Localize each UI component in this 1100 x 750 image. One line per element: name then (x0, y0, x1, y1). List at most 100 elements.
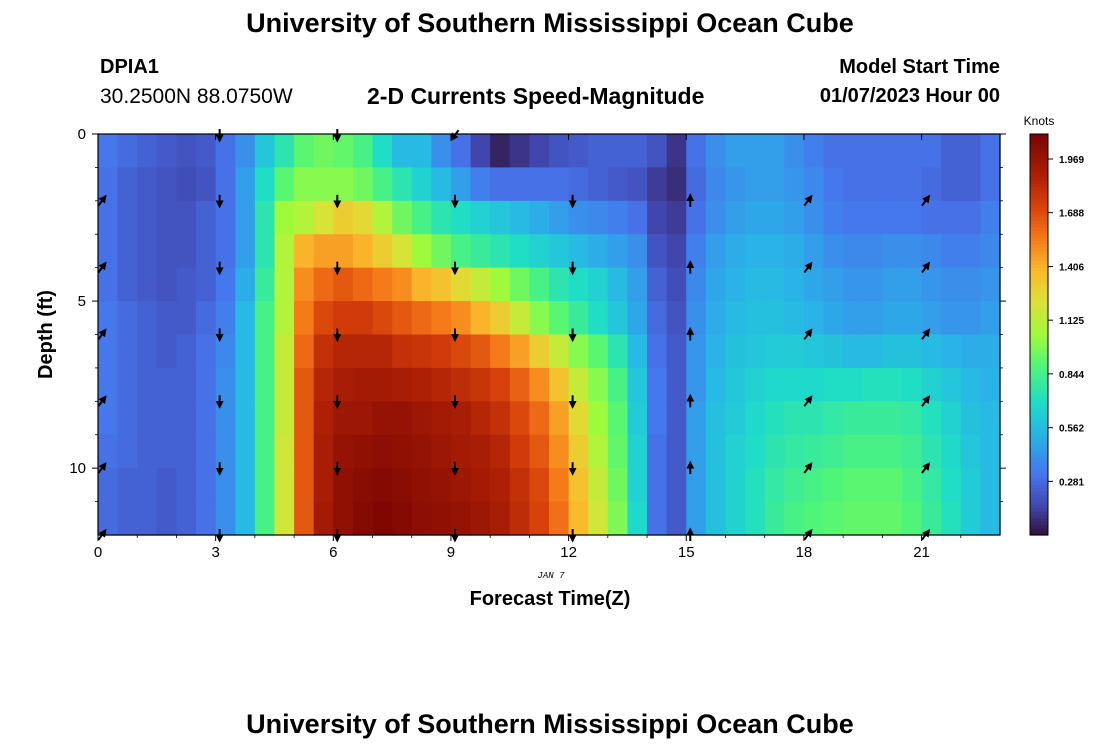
heatmap-cell (156, 434, 178, 469)
colorbar-segment (1030, 137, 1048, 142)
heatmap-cell (843, 468, 864, 503)
colorbar-segment (1030, 418, 1048, 422)
heatmap-cell (490, 301, 511, 336)
colorbar-segment (1030, 187, 1048, 192)
heatmap-cell (980, 200, 1001, 235)
heatmap-cell (98, 200, 119, 235)
heatmap-cell (803, 200, 825, 235)
heatmap-cell (921, 334, 942, 369)
heatmap-cell (529, 401, 550, 436)
heatmap-cell (568, 367, 589, 402)
colorbar-segment (1030, 521, 1048, 526)
heatmap-cell (196, 434, 217, 469)
heatmap-cell (98, 167, 119, 202)
heatmap-cell (117, 134, 138, 169)
colorbar-frame (1029, 133, 1049, 536)
heatmap-cell (509, 434, 530, 469)
heatmap-cell (490, 267, 511, 302)
colorbar-segment (1030, 217, 1048, 222)
heatmap-cell (627, 367, 648, 402)
heatmap-cell (450, 301, 472, 336)
heatmap-cell (823, 401, 844, 436)
heatmap-cell (882, 367, 903, 402)
heatmap-cell (960, 401, 981, 436)
heatmap-cell (431, 501, 452, 536)
x-tick-label: 21 (913, 544, 930, 561)
heatmap-cell (745, 234, 766, 269)
heatmap-cell (215, 267, 236, 302)
heatmap-cell (705, 301, 727, 336)
heatmap-cell (901, 334, 923, 369)
heatmap-cell (450, 134, 472, 169)
heatmap-cell (196, 200, 217, 235)
heatmap-cell (294, 501, 315, 536)
colorbar-segment (1030, 404, 1048, 409)
heatmap-cell (254, 301, 276, 336)
heatmap-cell (843, 367, 864, 402)
heatmap-cell (274, 468, 295, 503)
colorbar-tick-label: 1.688 (1059, 209, 1084, 220)
heatmap-cell (235, 434, 256, 469)
heatmap-cell (764, 334, 785, 369)
heatmap-cell (607, 167, 629, 202)
heatmap-cell (666, 334, 687, 369)
heatmap-cell (529, 501, 550, 536)
heatmap-cell (431, 200, 452, 235)
heatmap-cell (176, 234, 197, 269)
heatmap-cell (392, 134, 413, 169)
heatmap-cell (392, 167, 413, 202)
current-arrow (803, 395, 813, 407)
heatmap-cell (411, 501, 432, 536)
heatmap-cell (372, 301, 393, 336)
heatmap-cell (313, 434, 334, 469)
heatmap-cell (725, 468, 746, 503)
heatmap-cell (549, 167, 570, 202)
colorbar-segment (1030, 147, 1048, 152)
heatmap-cell (764, 401, 785, 436)
heatmap-cell (941, 234, 962, 269)
colorbar-segment (1030, 454, 1048, 459)
heatmap-cell (862, 200, 883, 235)
heatmap-cell (588, 167, 609, 202)
colorbar-segment (1030, 207, 1048, 212)
heatmap-cell (568, 501, 589, 536)
colorbar-segment (1030, 254, 1048, 259)
x-tick-label: 9 (447, 544, 455, 561)
x-tick-label: 18 (796, 544, 813, 561)
heatmap-cell (686, 434, 707, 469)
heatmap-cell (235, 134, 256, 169)
heatmap-cell (254, 134, 276, 169)
heatmap-cell (882, 401, 903, 436)
heatmap-cell (784, 200, 805, 235)
heatmap-cell (941, 134, 962, 169)
heatmap-cell (470, 234, 491, 269)
heatmap-cell (137, 167, 158, 202)
colorbar-segment (1030, 448, 1048, 453)
heatmap-cell (588, 434, 609, 469)
heatmap-cell (392, 367, 413, 402)
heatmap-cell (705, 468, 727, 503)
heatmap-cell (784, 468, 805, 503)
heatmap-cell (254, 468, 276, 503)
heatmap-cell (568, 200, 589, 235)
heatmap-cell (529, 367, 550, 402)
colorbar-segment (1030, 431, 1048, 436)
colorbar-tick-label: 0.281 (1059, 477, 1084, 488)
heatmap-cell (215, 200, 236, 235)
colorbar-segment (1030, 240, 1048, 245)
heatmap-cell (784, 501, 805, 536)
current-arrow (921, 395, 931, 407)
colorbar-segment (1030, 304, 1048, 309)
heatmap-cell (901, 367, 923, 402)
heatmap-cell (450, 501, 472, 536)
heatmap-cell (392, 334, 413, 369)
heatmap-cells (98, 134, 1001, 536)
heatmap-cell (98, 301, 119, 336)
heatmap-cell (960, 468, 981, 503)
colorbar-segment (1030, 194, 1048, 199)
heatmap-cell (450, 267, 472, 302)
colorbar-segment (1030, 140, 1048, 145)
heatmap-cell (647, 134, 668, 169)
heatmap-cell (784, 234, 805, 269)
heatmap-cell (568, 401, 589, 436)
